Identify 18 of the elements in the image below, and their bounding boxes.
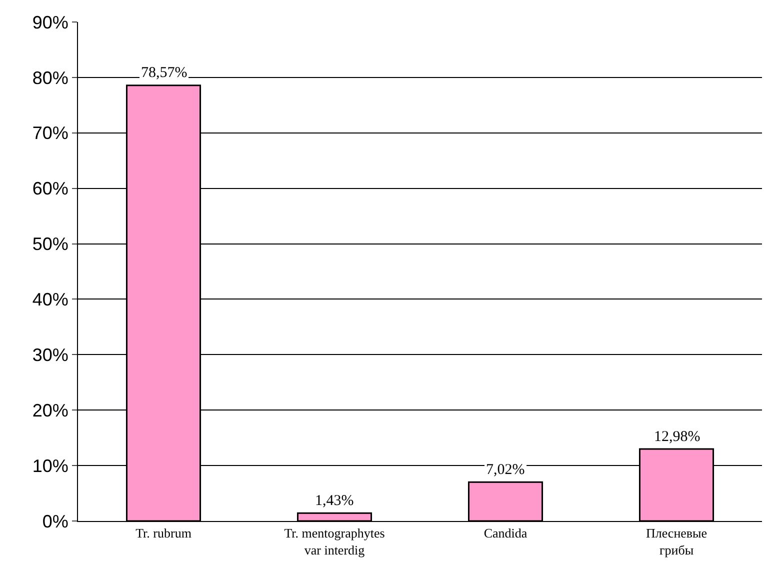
y-tick-label: 40% (32, 290, 68, 310)
data-label: 1,43% (315, 493, 354, 509)
data-label: 12,98% (654, 429, 700, 445)
y-tick-label: 80% (32, 68, 68, 88)
x-tick-label: Плесневые грибы (646, 526, 708, 558)
y-tick-label: 50% (32, 234, 68, 254)
y-tick-label: 30% (32, 344, 68, 365)
x-tick-label: Candida (484, 526, 528, 541)
y-tick-label: 0% (42, 511, 68, 532)
data-label: 7,02% (486, 462, 525, 478)
y-tick-label: 20% (32, 400, 68, 420)
y-tick-label: 70% (32, 123, 68, 144)
y-tick-label: 60% (32, 178, 68, 199)
x-tick-label: Tr. rubrum (136, 526, 192, 541)
x-tick-label: Tr. mentographytes var interdig (284, 526, 385, 558)
data-label: 78,57% (141, 65, 188, 81)
y-tick-label: 90% (32, 12, 68, 32)
y-tick-label: 10% (32, 456, 68, 476)
